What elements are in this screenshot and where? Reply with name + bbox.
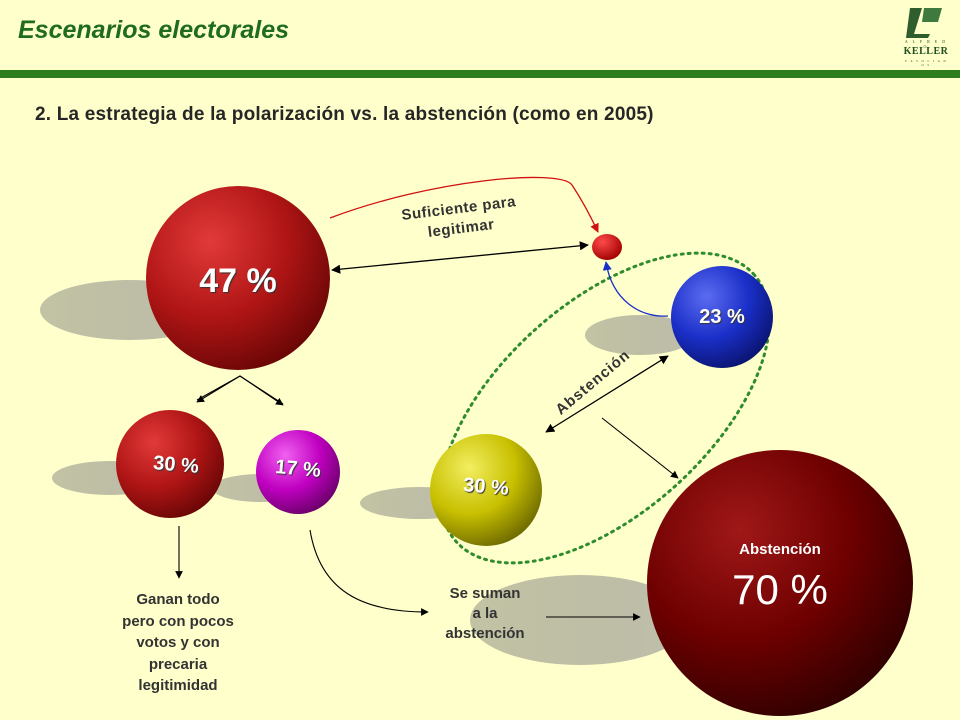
sphere-23 [671, 266, 773, 368]
sphere-70 [647, 450, 913, 716]
split-arrow-left [196, 375, 241, 403]
abstention-double-arrow [545, 355, 669, 433]
slide-subtitle: 2. La estrategia de la polarización vs. … [35, 104, 654, 125]
blue-curve-arrow [602, 261, 669, 317]
sphere-17 [256, 430, 340, 514]
se-suman-label: Se suman a la abstención [445, 585, 525, 642]
page-header-title: Escenarios electorales [18, 16, 289, 44]
split-arrow-right [239, 375, 284, 406]
small-red-sphere [592, 234, 622, 260]
curve-to-abstention-arrow [309, 529, 429, 616]
label-70-caption: Abstención [739, 541, 821, 558]
logo-bottom-text: Y A S O C I A D O S [904, 59, 948, 67]
header-divider [0, 70, 960, 78]
sphere-30-red [116, 410, 224, 518]
ganan-label: Ganan todo pero con pocos votos y con pr… [122, 591, 234, 694]
red-curve-arrow [329, 176, 599, 233]
logo-mark-icon [906, 8, 942, 38]
company-logo: A L F R E D O KELLER Y A S O C I A D O S [902, 6, 950, 67]
sphere-shadow [585, 315, 695, 355]
sphere-30-yellow [430, 434, 542, 546]
label-47: 47 % [199, 262, 277, 300]
sphere-shadow [470, 575, 690, 665]
sphere-47 [146, 186, 330, 370]
label-23: 23 % [699, 306, 745, 328]
logo-top-text: A L F R E D O [904, 39, 948, 49]
label-70: 70 % [732, 566, 828, 613]
abstention-group-outline [439, 251, 771, 565]
legitimize-double-arrow [331, 241, 589, 274]
split-arrows [196, 375, 284, 405]
logo-name-text: KELLER [903, 46, 949, 57]
to-70-arrow [601, 417, 679, 479]
